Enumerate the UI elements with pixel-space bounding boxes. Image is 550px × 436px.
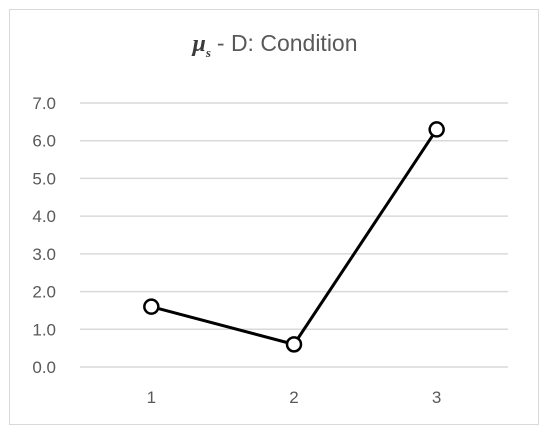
chart-title: μs - D: Condition <box>0 30 550 61</box>
y-tick-label: 4.0 <box>32 207 56 226</box>
series-line <box>150 128 438 346</box>
y-tick-label: 2.0 <box>32 283 56 302</box>
data-point <box>285 336 303 353</box>
data-point <box>428 121 445 138</box>
y-tick-label: 6.0 <box>32 132 56 151</box>
chart-frame <box>9 9 539 425</box>
title-symbol: μs <box>192 31 211 60</box>
x-tick-label: 3 <box>432 388 441 407</box>
y-tick-label: 7.0 <box>32 94 56 113</box>
x-axis-tick-labels: 1 2 3 <box>147 388 442 407</box>
title-text: - D: Condition <box>216 30 358 56</box>
y-axis-tick-labels: 0.0 1.0 2.0 3.0 4.0 5.0 6.0 7.0 <box>32 94 56 377</box>
data-points <box>143 121 445 353</box>
y-tick-label: 3.0 <box>32 245 56 264</box>
x-tick-label: 2 <box>289 388 298 407</box>
title-subscript: s <box>205 44 211 60</box>
data-point <box>143 298 160 315</box>
y-tick-label: 1.0 <box>32 320 56 339</box>
x-tick-label: 1 <box>147 388 156 407</box>
series-line-path <box>150 128 438 346</box>
y-tick-label: 0.0 <box>32 358 56 377</box>
gridlines <box>80 102 508 368</box>
y-tick-label: 5.0 <box>32 169 56 188</box>
